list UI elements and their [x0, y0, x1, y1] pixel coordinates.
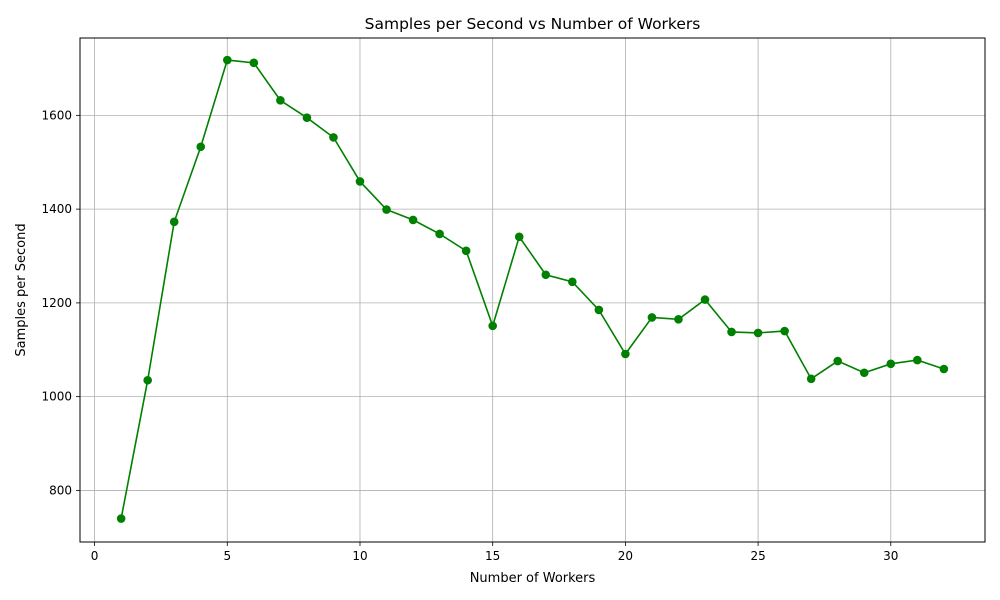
y-axis-ticks: 800 1000 1200 1400 1600 — [41, 108, 80, 497]
grid-lines — [80, 38, 985, 542]
data-point — [116, 514, 126, 523]
x-tick-label: 20 — [618, 549, 633, 563]
data-point — [806, 374, 816, 384]
data-point — [382, 205, 391, 214]
data-point — [514, 232, 524, 242]
data-point — [408, 215, 418, 225]
data-point — [488, 321, 497, 331]
y-tick-label: 1200 — [41, 296, 72, 310]
x-tick-label: 15 — [485, 549, 500, 563]
y-tick-label: 1400 — [41, 202, 72, 216]
y-axis-label: Samples per Second — [14, 223, 29, 356]
x-tick-label: 30 — [883, 549, 898, 563]
x-tick-label: 10 — [352, 549, 367, 563]
data-point — [727, 327, 736, 337]
data-point — [886, 359, 896, 369]
y-tick-label: 800 — [49, 483, 72, 497]
x-axis-ticks: 0 5 10 15 20 25 30 — [91, 542, 898, 563]
data-point — [329, 133, 338, 142]
data-point — [700, 295, 710, 304]
x-tick-label: 0 — [91, 549, 99, 563]
data-point — [276, 96, 285, 105]
data-point — [594, 305, 604, 315]
data-point — [143, 375, 152, 385]
plot-frame — [79, 37, 986, 543]
data-point — [196, 142, 206, 152]
y-tick-label: 1600 — [41, 108, 72, 122]
data-point — [621, 349, 630, 359]
data-point — [302, 113, 312, 123]
x-tick-label: 25 — [750, 549, 765, 563]
data-point — [568, 277, 577, 287]
data-point — [833, 356, 843, 366]
data-point — [939, 364, 949, 374]
data-point — [780, 326, 789, 336]
data-point — [249, 58, 259, 68]
data-point — [355, 177, 365, 186]
series-line — [120, 59, 945, 519]
data-point — [913, 355, 922, 365]
data-point — [674, 315, 683, 324]
y-tick-label: 1000 — [41, 390, 72, 404]
data-point — [461, 246, 471, 256]
data-point — [222, 55, 232, 65]
data-point — [859, 368, 869, 378]
data-point — [647, 313, 657, 322]
x-tick-label: 5 — [223, 549, 231, 563]
x-axis-label: Number of Workers — [470, 571, 596, 586]
data-point — [169, 217, 179, 227]
chart-title: Samples per Second vs Number of Workers — [365, 15, 701, 33]
data-series — [116, 55, 949, 523]
data-point — [753, 328, 763, 338]
data-point — [541, 270, 551, 280]
data-point — [435, 229, 444, 239]
